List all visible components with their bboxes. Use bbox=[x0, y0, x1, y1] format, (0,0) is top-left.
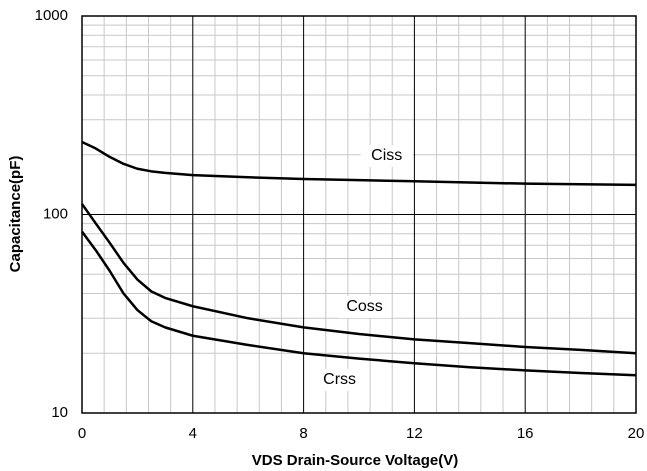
x-tick-label: 16 bbox=[517, 425, 534, 442]
series-line bbox=[80, 203, 637, 355]
series-label: Crss bbox=[323, 371, 356, 388]
plot-frame bbox=[81, 15, 637, 414]
y-tick-label: 10 bbox=[51, 404, 68, 421]
series-label: Coss bbox=[346, 298, 382, 315]
y-axis-label: Capacitance(pF) bbox=[7, 156, 24, 273]
x-tick-label: 0 bbox=[78, 425, 86, 442]
series-line bbox=[80, 230, 637, 377]
x-tick-label: 4 bbox=[189, 425, 197, 442]
y-tick-label: 1000 bbox=[35, 7, 68, 24]
y-tick-label: 100 bbox=[43, 205, 68, 222]
x-axis-label: VDS Drain-Source Voltage(V) bbox=[252, 452, 458, 469]
series-label: Ciss bbox=[371, 147, 402, 164]
label-background bbox=[313, 369, 366, 391]
label-background bbox=[360, 145, 413, 167]
label-background bbox=[338, 296, 391, 318]
x-tick-label: 12 bbox=[406, 425, 423, 442]
x-tick-label: 8 bbox=[299, 425, 307, 442]
series-line bbox=[81, 140, 637, 187]
x-tick-label: 20 bbox=[628, 425, 645, 442]
